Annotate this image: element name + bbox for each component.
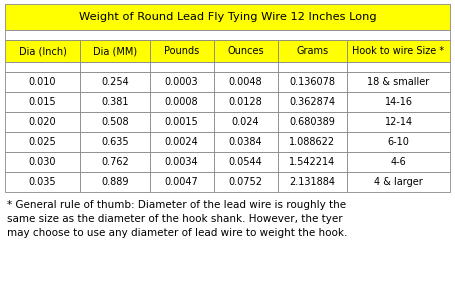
Bar [278, 172, 347, 192]
Bar [347, 172, 450, 192]
Text: Grams: Grams [296, 46, 329, 56]
Bar [278, 72, 347, 92]
Text: 0.015: 0.015 [29, 97, 56, 107]
Text: 0.0003: 0.0003 [165, 77, 198, 87]
Bar [278, 62, 347, 72]
Text: 1.088622: 1.088622 [289, 137, 335, 147]
Text: 2.131884: 2.131884 [289, 177, 335, 187]
Bar [278, 152, 347, 172]
Text: 0.035: 0.035 [29, 177, 56, 187]
Text: 0.0384: 0.0384 [229, 137, 263, 147]
Text: 0.762: 0.762 [101, 157, 129, 167]
Text: 0.136078: 0.136078 [289, 77, 335, 87]
Text: 0.254: 0.254 [101, 77, 129, 87]
Text: 0.0015: 0.0015 [165, 117, 198, 127]
Text: 0.020: 0.020 [29, 117, 56, 127]
Bar [80, 152, 150, 172]
Text: 0.024: 0.024 [232, 117, 259, 127]
Bar [80, 132, 150, 152]
Bar [278, 92, 347, 112]
Bar [150, 62, 213, 72]
Bar [5, 72, 80, 92]
Bar [80, 72, 150, 92]
Text: 4 & larger: 4 & larger [374, 177, 423, 187]
Bar [213, 132, 278, 152]
Bar [5, 40, 80, 62]
Bar [5, 172, 80, 192]
Text: 0.0047: 0.0047 [165, 177, 198, 187]
Bar [150, 132, 213, 152]
Bar [80, 172, 150, 192]
Bar [150, 112, 213, 132]
Bar [347, 62, 450, 72]
Text: 0.508: 0.508 [101, 117, 129, 127]
Bar [213, 172, 278, 192]
Text: 0.0544: 0.0544 [229, 157, 263, 167]
Bar [80, 40, 150, 62]
Bar [213, 92, 278, 112]
Text: 18 & smaller: 18 & smaller [368, 77, 430, 87]
Text: 6-10: 6-10 [388, 137, 410, 147]
Text: Pounds: Pounds [164, 46, 199, 56]
Bar [150, 40, 213, 62]
Bar [213, 62, 278, 72]
Bar [347, 112, 450, 132]
Bar [347, 40, 450, 62]
Bar [213, 72, 278, 92]
Text: 0.0048: 0.0048 [229, 77, 263, 87]
Bar [150, 172, 213, 192]
Bar [150, 152, 213, 172]
Bar [347, 152, 450, 172]
Text: 0.010: 0.010 [29, 77, 56, 87]
Text: Ounces: Ounces [227, 46, 264, 56]
Text: 0.0008: 0.0008 [165, 97, 198, 107]
Text: 14-16: 14-16 [384, 97, 413, 107]
Text: 0.0128: 0.0128 [229, 97, 263, 107]
Bar [347, 72, 450, 92]
Text: 0.0752: 0.0752 [228, 177, 263, 187]
Text: 1.542214: 1.542214 [289, 157, 335, 167]
Text: 0.680389: 0.680389 [289, 117, 335, 127]
Bar [5, 30, 450, 40]
Text: Hook to wire Size *: Hook to wire Size * [353, 46, 445, 56]
Text: * General rule of thumb: Diameter of the lead wire is roughly the: * General rule of thumb: Diameter of the… [7, 200, 346, 210]
Bar [5, 92, 80, 112]
Text: 0.635: 0.635 [101, 137, 129, 147]
Bar [150, 92, 213, 112]
Bar [5, 152, 80, 172]
Bar [213, 112, 278, 132]
Text: may choose to use any diameter of lead wire to weight the hook.: may choose to use any diameter of lead w… [7, 228, 347, 238]
Text: Dia (Inch): Dia (Inch) [19, 46, 66, 56]
Bar [213, 152, 278, 172]
Bar [278, 112, 347, 132]
Bar [347, 92, 450, 112]
Bar [5, 62, 80, 72]
Text: 0.0024: 0.0024 [165, 137, 198, 147]
Text: 4-6: 4-6 [391, 157, 406, 167]
Bar [150, 72, 213, 92]
Text: same size as the diameter of the hook shank. However, the tyer: same size as the diameter of the hook sh… [7, 214, 343, 224]
Text: 0.362874: 0.362874 [289, 97, 335, 107]
Text: 0.0034: 0.0034 [165, 157, 198, 167]
Bar [80, 92, 150, 112]
Text: 12-14: 12-14 [384, 117, 413, 127]
Text: 0.889: 0.889 [101, 177, 129, 187]
Text: 0.381: 0.381 [101, 97, 129, 107]
Bar [347, 132, 450, 152]
Text: 0.030: 0.030 [29, 157, 56, 167]
Bar [278, 132, 347, 152]
Bar [80, 62, 150, 72]
Bar [278, 40, 347, 62]
Bar [5, 112, 80, 132]
Bar [80, 112, 150, 132]
Text: 0.025: 0.025 [29, 137, 56, 147]
Bar [213, 40, 278, 62]
Text: Weight of Round Lead Fly Tying Wire 12 Inches Long: Weight of Round Lead Fly Tying Wire 12 I… [79, 12, 376, 22]
Bar [5, 4, 450, 30]
Text: Dia (MM): Dia (MM) [93, 46, 137, 56]
Bar [5, 132, 80, 152]
